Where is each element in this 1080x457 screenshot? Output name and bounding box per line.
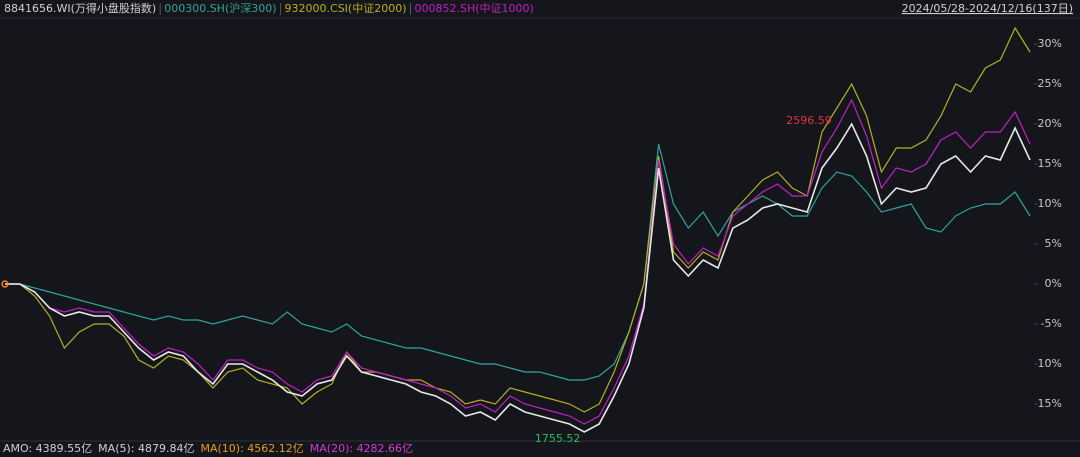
legend-entry: 000852.SH(中证1000) [415,2,534,15]
series-line [5,122,1031,433]
y-tick-label: 5% [1045,237,1062,250]
footer-stat: MA(10): 4562.12亿 [200,442,303,455]
y-tick-label: 15% [1038,157,1062,170]
series-line [5,143,1031,381]
footer-stat: MA(5): 4879.84亿 [98,442,194,455]
legend-entry: 000300.SH(沪深300) [164,1,276,15]
legend-entry: 8841656.WI(万得小盘股指数) [4,1,156,15]
y-tick-label: 30% [1038,37,1062,50]
legend-entry: 932000.CSI(中证2000) [285,2,407,15]
y-tick-label: -15% [1034,397,1062,410]
series-line [5,98,1031,425]
max-label: 2596.59 [786,114,832,127]
footer-stat: AMO: 4389.55亿 [3,442,92,455]
min-label: 1755.52 [535,432,581,445]
date-range: 2024/05/28-2024/12/16(137日) [902,2,1073,15]
y-tick-label: 25% [1038,77,1062,90]
y-tick-label: 20% [1038,117,1062,130]
series-line [5,26,1031,413]
y-tick-label: -10% [1034,357,1062,370]
footer-stat: MA(20): 4282.66亿 [310,442,413,455]
y-tick-label: -5% [1041,317,1062,330]
y-tick-label: 10% [1038,197,1062,210]
start-marker [1,280,9,288]
y-tick-label: 0% [1045,277,1062,290]
